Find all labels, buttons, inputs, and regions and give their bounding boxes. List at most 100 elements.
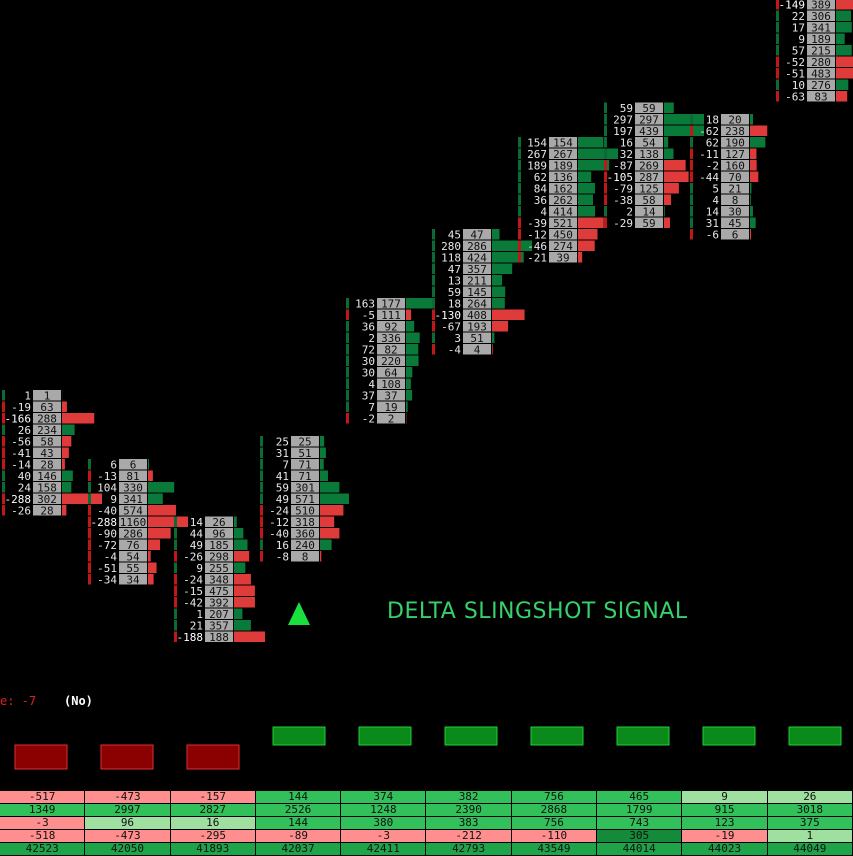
wick-segment xyxy=(518,137,521,148)
volume-bar xyxy=(234,563,245,574)
wick-segment xyxy=(174,551,177,562)
wick-segment xyxy=(346,310,349,321)
bid-value: -8 xyxy=(276,551,289,564)
volume-bar xyxy=(320,540,332,551)
volume-bar xyxy=(320,551,321,562)
volume-bar xyxy=(492,321,508,332)
candle-body xyxy=(789,727,841,745)
wick-segment xyxy=(604,126,607,137)
volume-bar xyxy=(664,103,674,114)
wick-segment xyxy=(518,206,521,217)
volume-bar xyxy=(62,425,75,436)
wick-segment xyxy=(2,471,5,482)
wick-segment xyxy=(432,321,435,332)
wick-segment xyxy=(174,597,177,608)
volume-bar xyxy=(750,206,753,217)
total-value: 59 xyxy=(642,217,655,230)
wick-segment xyxy=(604,137,607,148)
total-value: 188 xyxy=(209,631,229,644)
wick-segment xyxy=(432,333,435,344)
mode-label: (No) xyxy=(64,694,93,708)
volume-bar xyxy=(234,597,255,608)
wick-segment xyxy=(776,68,779,79)
wick-segment xyxy=(604,160,607,171)
volume-bar xyxy=(750,229,751,240)
volume-bar xyxy=(836,34,845,45)
bid-value: -188 xyxy=(177,631,204,644)
wick-segment xyxy=(2,390,5,401)
wick-segment xyxy=(260,482,263,493)
volume-bar xyxy=(664,218,670,229)
total-value: 8 xyxy=(302,551,309,564)
wick-segment xyxy=(776,91,779,102)
stats-cell: 42037 xyxy=(256,843,340,856)
volume-bar xyxy=(578,218,604,229)
wick-segment xyxy=(518,252,521,263)
stats-cell: 42793 xyxy=(426,843,510,856)
wick-segment xyxy=(776,80,779,91)
volume-bar xyxy=(492,298,505,309)
volume-bar xyxy=(406,356,419,367)
candle-body xyxy=(15,745,67,769)
stats-cell: 44049 xyxy=(768,843,852,856)
total-value: 34 xyxy=(126,574,140,587)
volume-bar xyxy=(148,459,149,470)
volume-bar xyxy=(750,195,751,206)
volume-bar xyxy=(406,344,418,355)
wick-segment xyxy=(174,540,177,551)
bid-value: -63 xyxy=(785,91,805,104)
volume-bar xyxy=(750,183,751,194)
wick-segment xyxy=(518,149,521,160)
wick-segment xyxy=(346,298,349,309)
wick-segment xyxy=(346,333,349,344)
volume-bar xyxy=(234,632,265,643)
volume-bar xyxy=(234,620,251,631)
stats-cell: 42050 xyxy=(85,843,169,856)
volume-bar xyxy=(148,528,171,539)
wick-segment xyxy=(88,540,91,551)
wick-segment xyxy=(776,22,779,33)
total-value: 39 xyxy=(556,252,569,265)
candle-body xyxy=(101,745,153,769)
candle-body xyxy=(531,727,583,745)
wick-segment xyxy=(604,218,607,229)
candle-body xyxy=(617,727,669,745)
volume-bar xyxy=(664,137,668,148)
wick-segment xyxy=(88,528,91,539)
volume-bar xyxy=(148,505,176,516)
wick-segment xyxy=(88,551,91,562)
wick-segment xyxy=(88,494,91,505)
volume-bar xyxy=(234,586,255,597)
volume-bar xyxy=(320,448,326,459)
wick-segment xyxy=(174,574,177,585)
wick-segment xyxy=(2,482,5,493)
volume-bar xyxy=(578,183,595,194)
volume-bar xyxy=(234,528,243,539)
volume-bar xyxy=(406,333,420,344)
wick-segment xyxy=(260,551,263,562)
bid-value: -21 xyxy=(527,252,547,265)
volume-bar xyxy=(234,551,249,562)
wick-segment xyxy=(518,183,521,194)
bid-value: -2 xyxy=(362,413,375,426)
wick-segment xyxy=(2,402,5,413)
wick-segment xyxy=(260,540,263,551)
wick-segment xyxy=(776,34,779,45)
volume-bar xyxy=(234,540,248,551)
wick-segment xyxy=(88,482,91,493)
volume-bar xyxy=(148,482,174,493)
wick-segment xyxy=(174,609,177,620)
wick-segment xyxy=(604,195,607,206)
volume-bar xyxy=(578,137,603,148)
volume-bar xyxy=(492,287,505,298)
wick-segment xyxy=(260,459,263,470)
volume-bar xyxy=(62,413,94,424)
wick-segment xyxy=(260,528,263,539)
wick-segment xyxy=(690,160,693,171)
stats-cell: 42523 xyxy=(0,843,84,856)
volume-bar xyxy=(148,551,151,562)
wick-segment xyxy=(518,160,521,171)
volume-bar xyxy=(750,114,753,125)
